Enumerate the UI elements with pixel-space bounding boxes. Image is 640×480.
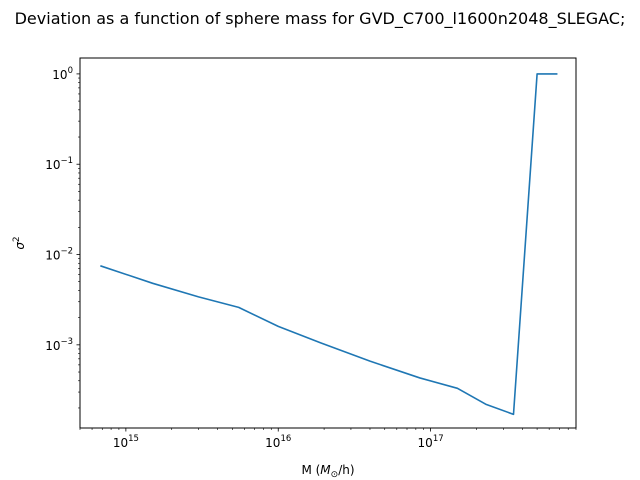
y-tick-exponent: 0 [68,66,73,76]
y-axis-label-symbol: σ [13,242,27,250]
y-tick-base: 10 [45,158,60,172]
y-axis-label: σ2 [12,236,27,249]
chart-title: Deviation as a function of sphere mass f… [15,9,626,29]
x-tick-base: 10 [265,436,280,450]
y-tick-base: 10 [45,249,60,263]
y-tick-exponent: −1 [60,156,73,166]
axes-frame [79,57,577,429]
x-tick-label: 1015 [113,434,139,450]
x-tick-exponent: 16 [280,434,291,444]
x-tick-exponent: 17 [433,434,444,444]
y-tick-exponent: −3 [60,337,73,347]
x-axis-ticks: 1015 1016 1017 [79,428,577,450]
y-tick-base: 10 [52,68,67,82]
series-layer [100,73,558,416]
x-tick-label: 1017 [418,434,444,450]
y-tick-label: 10−2 [45,247,73,263]
y-tick-label: 100 [52,66,73,82]
x-tick-label: 1016 [265,434,291,450]
y-axis-label-superscript: 2 [12,236,22,242]
y-tick-base: 10 [45,339,60,353]
y-tick-label: 10−3 [45,337,73,353]
y-tick-label: 10−1 [45,156,73,172]
x-axis-label: M (M⊙/h) [301,463,354,480]
x-tick-base: 10 [113,436,128,450]
x-axis-label-subscript: ⊙ [331,470,339,480]
x-axis-label-prefix: M ( [301,463,320,477]
x-tick-exponent: 15 [128,434,139,444]
y-tick-exponent: −2 [60,247,73,257]
x-axis-label-suffix: /h) [338,463,354,477]
x-axis-label-symbol: M [320,463,331,477]
x-tick-base: 10 [418,436,433,450]
